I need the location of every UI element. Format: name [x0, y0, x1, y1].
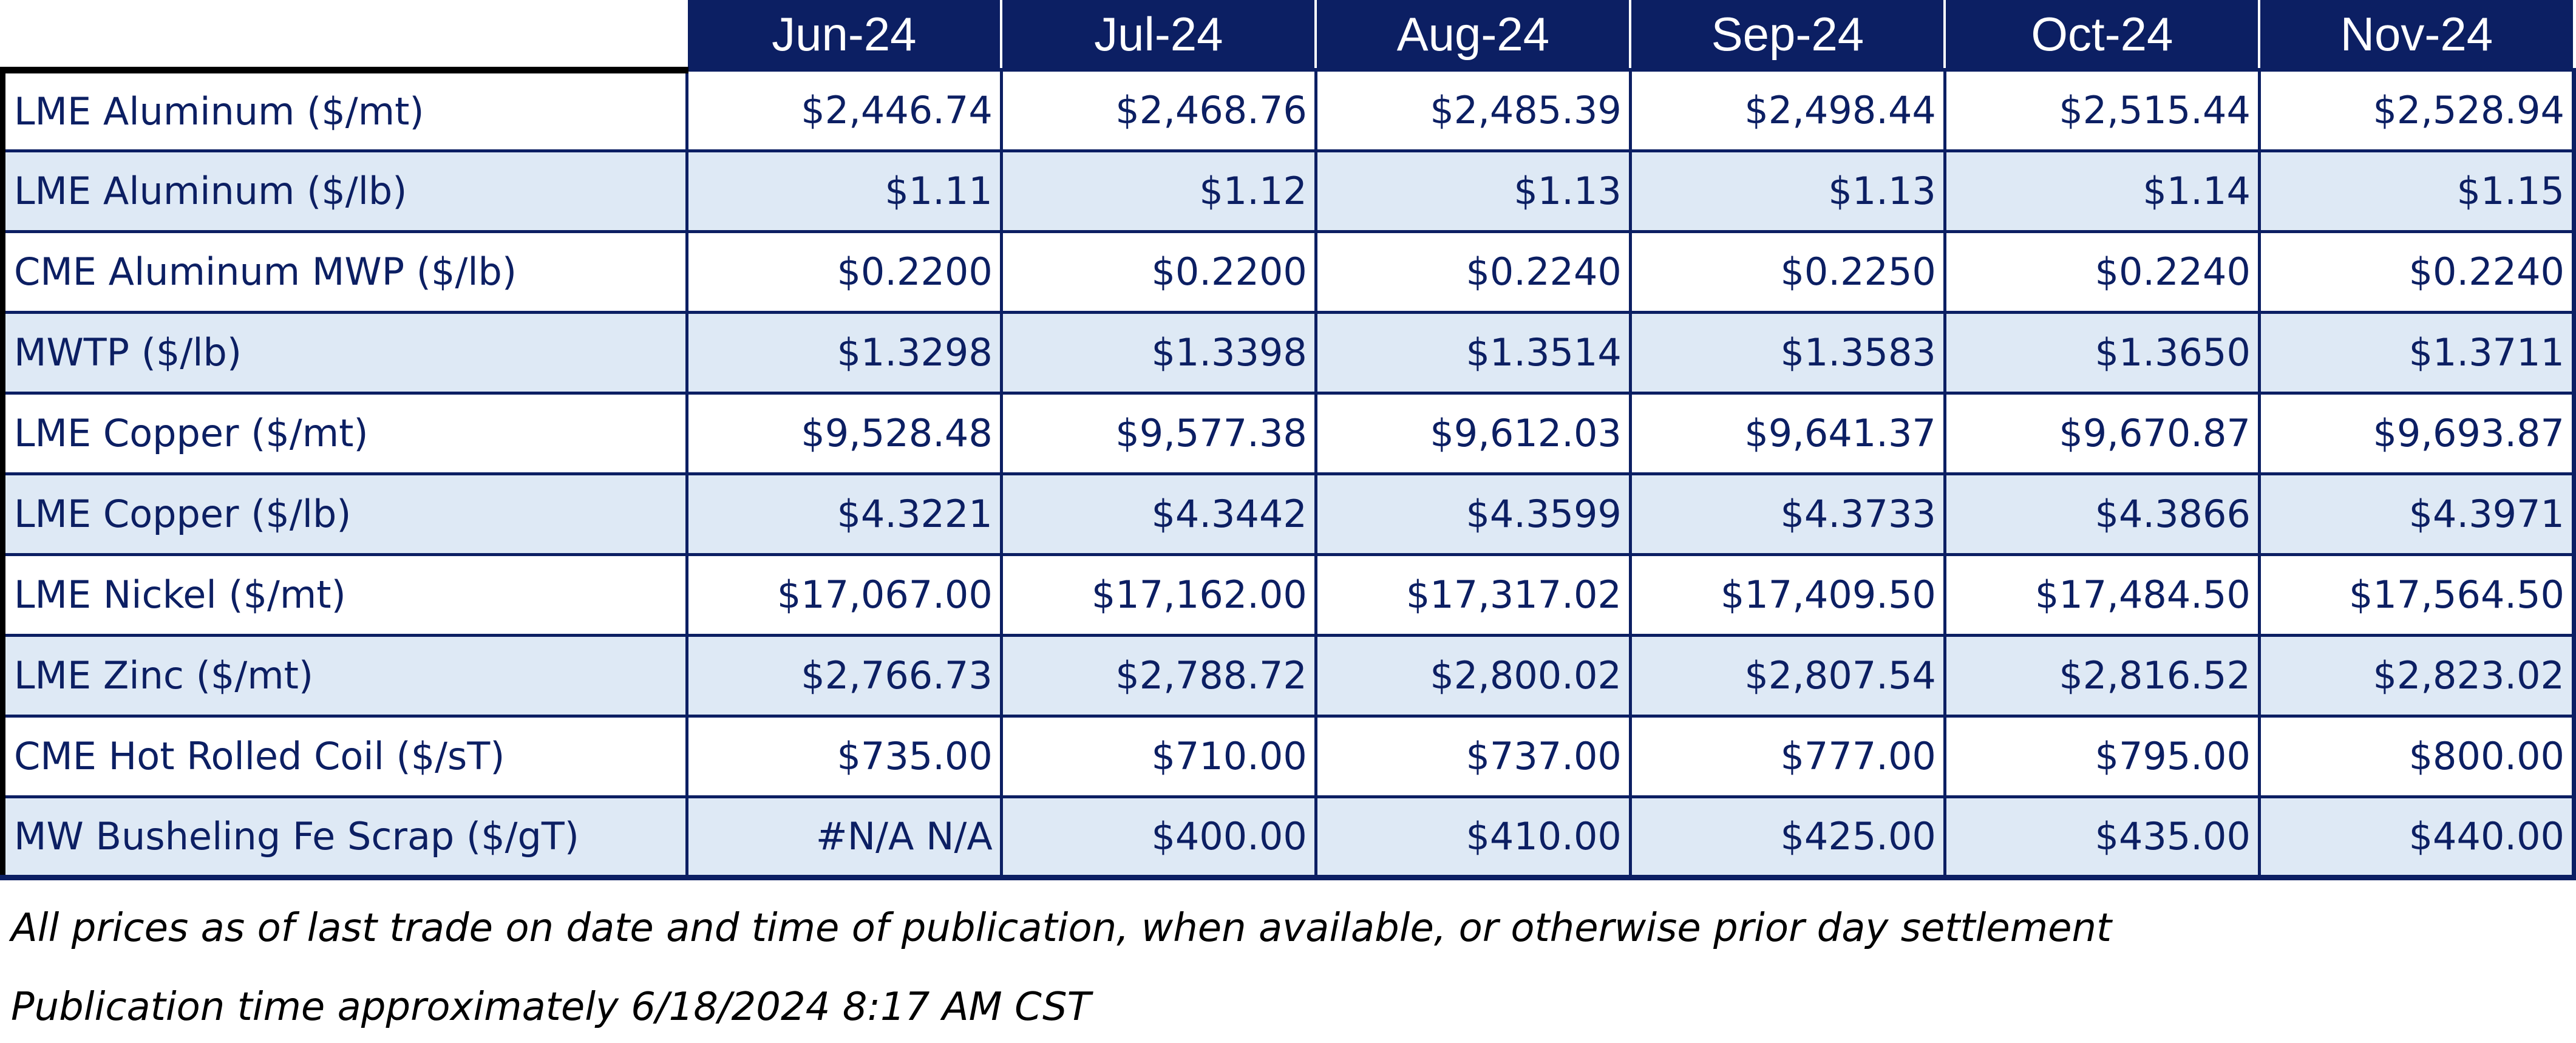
price-cell: $1.3398	[999, 310, 1317, 395]
row-label: MWTP ($/lb)	[0, 310, 688, 395]
price-cell: $17,317.02	[1314, 552, 1632, 637]
price-cell: $2,528.94	[2257, 68, 2576, 152]
price-cell: $2,816.52	[1943, 633, 2261, 718]
price-cell: $1.12	[999, 149, 1317, 233]
row-label: CME Aluminum MWP ($/lb)	[0, 229, 688, 314]
month-header-nov-24: Nov-24	[2258, 0, 2575, 72]
table-row: CME Hot Rolled Coil ($/sT) $735.00 $710.…	[0, 714, 2576, 798]
price-cell: $2,485.39	[1314, 68, 1632, 152]
price-cell: $795.00	[1943, 714, 2261, 798]
price-cell: $735.00	[685, 714, 1003, 798]
row-label: LME Aluminum ($/mt)	[0, 68, 688, 152]
month-header-aug-24: Aug-24	[1314, 0, 1632, 72]
price-cell: $4.3599	[1314, 472, 1632, 556]
price-cell: $4.3733	[1628, 472, 1946, 556]
month-header-oct-24: Oct-24	[1943, 0, 2261, 72]
price-cell: $1.11	[685, 149, 1003, 233]
month-header-jun-24: Jun-24	[685, 0, 1003, 72]
price-cell: $1.15	[2257, 149, 2576, 233]
row-label: LME Copper ($/lb)	[0, 472, 688, 556]
table-row: CME Aluminum MWP ($/lb) $0.2200 $0.2200 …	[0, 229, 2576, 314]
price-cell: $9,528.48	[685, 391, 1003, 475]
price-cell: $4.3866	[1943, 472, 2261, 556]
price-cell: $800.00	[2257, 714, 2576, 798]
row-label: LME Copper ($/mt)	[0, 391, 688, 475]
row-label: LME Nickel ($/mt)	[0, 552, 688, 637]
table-row: MW Busheling Fe Scrap ($/gT) #N/A N/A $4…	[0, 795, 2576, 880]
price-cell: $0.2250	[1628, 229, 1946, 314]
price-cell: $4.3442	[999, 472, 1317, 556]
row-label: MW Busheling Fe Scrap ($/gT)	[0, 795, 688, 880]
price-cell: $1.14	[1943, 149, 2261, 233]
price-cell: $2,788.72	[999, 633, 1317, 718]
price-cell: $17,067.00	[685, 552, 1003, 637]
price-cell: $9,670.87	[1943, 391, 2261, 475]
price-cell: $2,468.76	[999, 68, 1317, 152]
price-cell: $0.2240	[2257, 229, 2576, 314]
publication-time-note: Publication time approximately 6/18/2024…	[11, 985, 1091, 1030]
price-cell: $2,800.02	[1314, 633, 1632, 718]
price-cell: $425.00	[1628, 795, 1946, 880]
header-corner	[2, 0, 687, 73]
price-cell: $710.00	[999, 714, 1317, 798]
price-cell: $9,641.37	[1628, 391, 1946, 475]
price-cell: $2,498.44	[1628, 68, 1946, 152]
table-row: LME Zinc ($/mt) $2,766.73 $2,788.72 $2,8…	[0, 633, 2576, 718]
table-row: MWTP ($/lb) $1.3298 $1.3398 $1.3514 $1.3…	[0, 310, 2576, 395]
price-cell: $17,484.50	[1943, 552, 2261, 637]
price-cell: $2,807.54	[1628, 633, 1946, 718]
price-cell: $17,564.50	[2257, 552, 2576, 637]
price-cell: $4.3971	[2257, 472, 2576, 556]
price-cell: $4.3221	[685, 472, 1003, 556]
row-label: CME Hot Rolled Coil ($/sT)	[0, 714, 688, 798]
price-cell: #N/A N/A	[685, 795, 1003, 880]
month-header-jul-24: Jul-24	[1000, 0, 1317, 72]
price-cell: $737.00	[1314, 714, 1632, 798]
price-cell: $0.2240	[1943, 229, 2261, 314]
price-cell: $0.2200	[999, 229, 1317, 314]
row-label: LME Aluminum ($/lb)	[0, 149, 688, 233]
price-cell: $9,612.03	[1314, 391, 1632, 475]
price-cell: $1.3711	[2257, 310, 2576, 395]
price-cell: $777.00	[1628, 714, 1946, 798]
price-cell: $400.00	[999, 795, 1317, 880]
price-cell: $17,409.50	[1628, 552, 1946, 637]
table-row: LME Copper ($/mt) $9,528.48 $9,577.38 $9…	[0, 391, 2576, 475]
price-cell: $0.2200	[685, 229, 1003, 314]
price-cell: $1.3514	[1314, 310, 1632, 395]
price-cell: $2,766.73	[685, 633, 1003, 718]
price-cell: $1.3650	[1943, 310, 2261, 395]
table-row: LME Aluminum ($/lb) $1.11 $1.12 $1.13 $1…	[0, 149, 2576, 233]
price-cell: $410.00	[1314, 795, 1632, 880]
price-cell: $1.3583	[1628, 310, 1946, 395]
price-cell: $435.00	[1943, 795, 2261, 880]
table-row: LME Copper ($/lb) $4.3221 $4.3442 $4.359…	[0, 472, 2576, 556]
price-cell: $440.00	[2257, 795, 2576, 880]
month-header-sep-24: Sep-24	[1629, 0, 1946, 72]
price-cell: $2,515.44	[1943, 68, 2261, 152]
price-cell: $2,446.74	[685, 68, 1003, 152]
price-cell: $1.13	[1314, 149, 1632, 233]
price-cell: $9,693.87	[2257, 391, 2576, 475]
header-row: Jun-24 Jul-24 Aug-24 Sep-24 Oct-24 Nov-2…	[2, 0, 2575, 73]
row-label: LME Zinc ($/mt)	[0, 633, 688, 718]
price-cell: $9,577.38	[999, 391, 1317, 475]
price-cell: $1.3298	[685, 310, 1003, 395]
price-disclaimer-note: All prices as of last trade on date and …	[11, 906, 2112, 951]
price-cell: $0.2240	[1314, 229, 1632, 314]
metals-price-table: Jun-24 Jul-24 Aug-24 Sep-24 Oct-24 Nov-2…	[0, 0, 2576, 880]
price-cell: $2,823.02	[2257, 633, 2576, 718]
price-cell: $17,162.00	[999, 552, 1317, 637]
price-cell: $1.13	[1628, 149, 1946, 233]
table-row: LME Nickel ($/mt) $17,067.00 $17,162.00 …	[0, 552, 2576, 637]
table-row: LME Aluminum ($/mt) $2,446.74 $2,468.76 …	[0, 68, 2576, 152]
